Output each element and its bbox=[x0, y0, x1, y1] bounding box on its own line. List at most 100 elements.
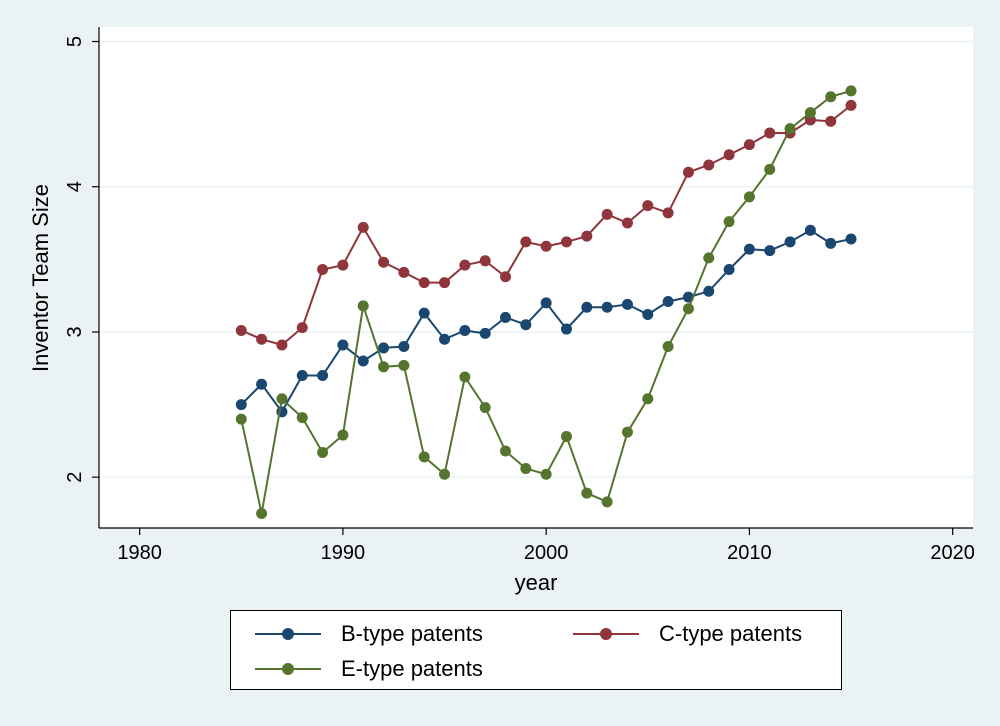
x-tick-label: 1990 bbox=[321, 542, 366, 564]
data-point bbox=[723, 216, 735, 228]
data-point bbox=[621, 298, 633, 310]
data-point bbox=[439, 333, 451, 345]
axes bbox=[98, 27, 973, 529]
data-point bbox=[459, 371, 471, 383]
data-point bbox=[581, 230, 593, 242]
data-point bbox=[520, 236, 532, 248]
legend-item: E-type patents bbox=[243, 654, 483, 684]
data-point bbox=[642, 309, 654, 321]
data-point bbox=[276, 339, 288, 351]
data-point bbox=[621, 217, 633, 229]
data-point bbox=[418, 307, 430, 319]
data-point bbox=[256, 378, 268, 390]
data-point bbox=[235, 399, 247, 411]
data-point bbox=[459, 259, 471, 271]
data-point bbox=[703, 285, 715, 297]
data-point bbox=[743, 139, 755, 151]
data-point bbox=[825, 115, 837, 127]
data-point bbox=[723, 149, 735, 161]
y-tick-label: 4 bbox=[64, 181, 86, 192]
plot-area bbox=[99, 27, 973, 528]
data-point bbox=[581, 487, 593, 499]
data-point bbox=[418, 277, 430, 289]
data-point bbox=[317, 370, 329, 382]
data-point bbox=[662, 207, 674, 219]
data-point bbox=[276, 393, 288, 405]
data-point bbox=[703, 252, 715, 264]
x-tick-label: 2020 bbox=[930, 542, 975, 564]
data-point bbox=[500, 271, 512, 283]
data-point bbox=[581, 301, 593, 313]
data-point bbox=[764, 127, 776, 139]
data-point bbox=[398, 340, 410, 352]
data-point bbox=[479, 327, 491, 339]
data-point bbox=[743, 243, 755, 255]
data-point bbox=[418, 451, 430, 463]
legend-swatch-marker bbox=[282, 628, 294, 640]
data-point bbox=[256, 333, 268, 345]
y-tick-label: 3 bbox=[64, 326, 86, 337]
data-point bbox=[357, 300, 369, 312]
data-point bbox=[845, 233, 857, 245]
data-point bbox=[439, 277, 451, 289]
data-point bbox=[520, 462, 532, 474]
data-point bbox=[560, 431, 572, 443]
data-point bbox=[642, 200, 654, 212]
data-point bbox=[784, 123, 796, 135]
data-point bbox=[317, 264, 329, 276]
legend-swatch-marker bbox=[282, 663, 294, 675]
data-point bbox=[357, 355, 369, 367]
data-point bbox=[764, 245, 776, 257]
data-point bbox=[520, 319, 532, 331]
data-point bbox=[479, 255, 491, 267]
legend-swatch bbox=[561, 619, 651, 649]
data-point bbox=[743, 191, 755, 203]
data-point bbox=[560, 323, 572, 335]
data-point bbox=[500, 445, 512, 457]
data-point bbox=[682, 166, 694, 178]
data-point bbox=[296, 412, 308, 424]
data-point bbox=[398, 359, 410, 371]
series-c-type bbox=[235, 99, 857, 351]
data-point bbox=[337, 259, 349, 271]
y-tick-label: 5 bbox=[64, 36, 86, 47]
data-point bbox=[784, 236, 796, 248]
series-b-type bbox=[235, 224, 857, 418]
data-point bbox=[601, 208, 613, 220]
data-point bbox=[662, 295, 674, 307]
data-point bbox=[662, 340, 674, 352]
legend: B-type patents C-type patents E-type paten… bbox=[230, 610, 842, 690]
data-point bbox=[540, 240, 552, 252]
data-point bbox=[845, 99, 857, 111]
data-point bbox=[642, 393, 654, 405]
data-point bbox=[235, 413, 247, 425]
data-point bbox=[601, 301, 613, 313]
legend-swatch bbox=[243, 654, 333, 684]
series-e-type bbox=[235, 85, 857, 519]
data-point bbox=[500, 311, 512, 323]
data-point bbox=[479, 401, 491, 413]
legend-swatch bbox=[243, 619, 333, 649]
data-point bbox=[398, 266, 410, 278]
data-point bbox=[825, 91, 837, 103]
data-point bbox=[560, 236, 572, 248]
legend-label: E-type patents bbox=[341, 656, 483, 681]
y-axis-ticks: 2 3 4 5 bbox=[64, 36, 99, 483]
legend-item: C-type patents bbox=[561, 619, 802, 649]
data-point bbox=[845, 85, 857, 97]
data-point bbox=[764, 163, 776, 175]
data-point bbox=[540, 468, 552, 480]
data-point bbox=[357, 221, 369, 233]
data-point bbox=[439, 468, 451, 480]
x-axis-ticks: 1980 1990 2000 2010 2020 bbox=[117, 528, 975, 564]
data-point bbox=[296, 322, 308, 334]
legend-label: C-type patents bbox=[659, 621, 803, 646]
x-tick-label: 1980 bbox=[117, 542, 162, 564]
data-point bbox=[256, 507, 268, 519]
data-point bbox=[601, 496, 613, 508]
data-point bbox=[235, 325, 247, 337]
data-point bbox=[825, 237, 837, 249]
legend-swatch-marker bbox=[600, 628, 612, 640]
data-point bbox=[621, 426, 633, 438]
